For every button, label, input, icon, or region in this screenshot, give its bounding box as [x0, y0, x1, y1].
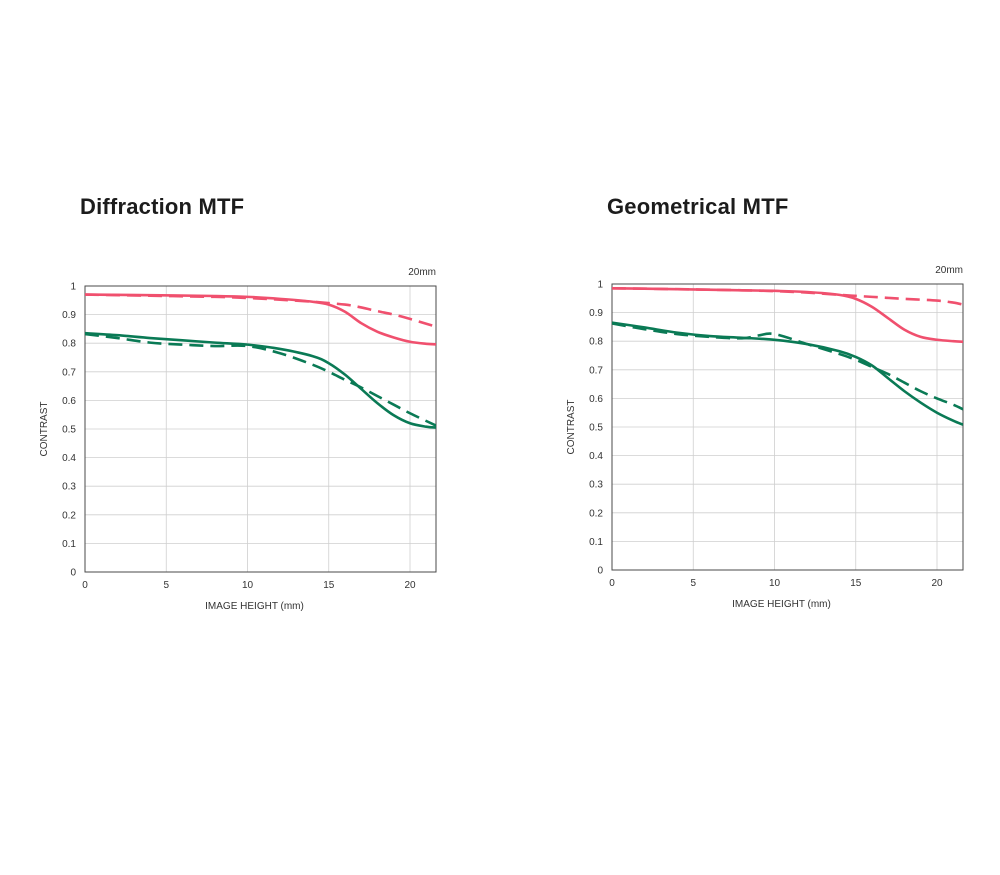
chart-title: Diffraction MTF	[80, 194, 245, 219]
series-line-solid	[612, 286, 963, 344]
x-tick-label: 20	[931, 578, 943, 589]
plot-frame	[84, 285, 437, 573]
y-tick-label: 0.7	[589, 365, 603, 376]
y-tick-label: 0.6	[589, 394, 603, 405]
diffraction-mtf-chart: 00.10.20.30.40.50.60.70.80.910 5 10 15 20IMA…	[39, 267, 437, 612]
series-line-solid	[612, 321, 963, 426]
focal-length-label: 20mm	[408, 267, 436, 278]
y-tick-label: 0.2	[62, 510, 76, 521]
geometrical-mtf-chart: 00.10.20.30.40.50.60.70.80.910 5 10 15 20IMA…	[566, 265, 964, 610]
y-tick-label: 0.6	[62, 396, 76, 407]
y-tick-label: 1	[597, 280, 603, 291]
y-tick-label: 0.8	[62, 339, 76, 350]
y-tick-label: 0	[597, 566, 603, 577]
focal-length-label: 20mm	[935, 265, 963, 276]
plot-frame	[611, 283, 964, 571]
x-tick-label: 15	[323, 580, 335, 591]
x-tick-label: 10	[769, 578, 781, 589]
y-tick-label: 0.3	[589, 480, 603, 491]
x-tick-label: 0	[609, 578, 615, 589]
y-tick-label: 0.9	[62, 310, 76, 321]
x-tick-label: 15	[850, 578, 862, 589]
geometrical-mtf-panel: Geometrical MTF 0 0.1 0.2 0.3 0.4 0.5 0.6 0.7 0.…	[527, 0, 1000, 875]
x-axis-label: IMAGE HEIGHT (mm)	[205, 601, 304, 612]
y-tick-label: 0	[70, 568, 76, 579]
chart-title: Geometrical MTF	[607, 194, 789, 219]
series-line-dashed	[85, 332, 436, 427]
y-tick-label: 0.2	[589, 508, 603, 519]
y-tick-label: 0.8	[589, 337, 603, 348]
y-tick-label: 0.1	[62, 539, 76, 550]
y-tick-label: 0.4	[589, 451, 603, 462]
series-line-dashed	[85, 293, 436, 328]
y-axis-label: CONTRAST	[39, 402, 50, 457]
x-tick-label: 0	[82, 580, 88, 591]
y-tick-label: 0.7	[62, 367, 76, 378]
y-tick-label: 0.5	[62, 425, 76, 436]
x-tick-label: 20	[404, 580, 416, 591]
series-line-solid	[85, 331, 436, 429]
series-line-dashed	[612, 322, 963, 411]
y-tick-label: 0.4	[62, 453, 76, 464]
x-axis-label: IMAGE HEIGHT (mm)	[732, 599, 831, 610]
y-tick-label: 0.5	[589, 423, 603, 434]
series-line-dashed	[612, 286, 963, 306]
y-tick-label: 1	[70, 282, 76, 293]
x-tick-label: 5	[163, 580, 169, 591]
y-tick-label: 0.1	[589, 537, 603, 548]
x-tick-label: 5	[690, 578, 696, 589]
y-axis-label: CONTRAST	[566, 400, 577, 455]
y-tick-label: 0.9	[589, 308, 603, 319]
y-tick-label: 0.3	[62, 482, 76, 493]
diffraction-mtf-panel: Diffraction MTF 0 0.1 0.2 0.3 0.4 0.5 0.6 0.7 0.…	[39, 194, 437, 612]
x-tick-label: 10	[242, 580, 254, 591]
